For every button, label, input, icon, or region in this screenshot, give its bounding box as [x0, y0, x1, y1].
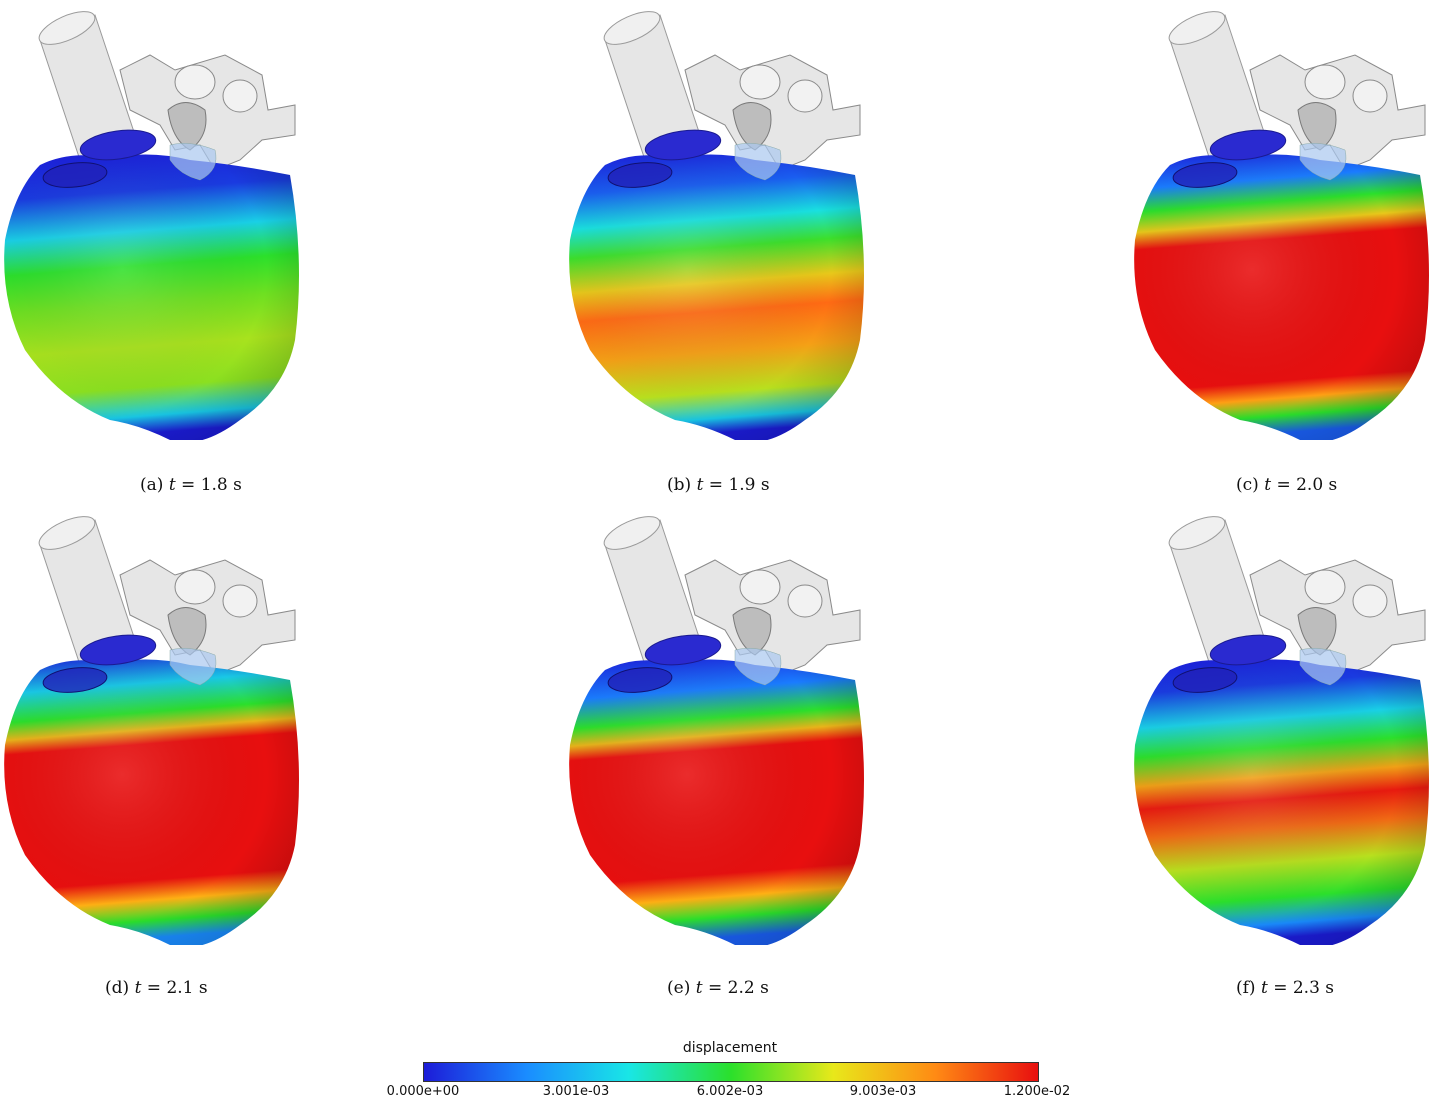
- vessel-fold: [1297, 102, 1337, 151]
- aorta-opening: [603, 516, 661, 550]
- aorta-opening: [1168, 516, 1226, 550]
- caption-value: = 2.1 s: [141, 978, 208, 998]
- vessel-fold: [1297, 607, 1337, 656]
- valve-disc: [79, 129, 157, 161]
- caption-variable: t: [168, 475, 176, 495]
- aorta-opening: [603, 11, 661, 45]
- heart-render: [569, 11, 864, 440]
- outflow-tract: [169, 143, 217, 181]
- vessel-fold: [167, 102, 207, 151]
- heart-panel-a: [0, 0, 300, 460]
- caption-label: (c): [1236, 475, 1265, 495]
- panel-caption: (f) t = 2.3 s: [1236, 978, 1334, 998]
- vessel-ring-1: [1304, 569, 1346, 605]
- caption-value: = 2.3 s: [1267, 978, 1335, 998]
- heart-shading: [1134, 154, 1429, 440]
- heart-render: [569, 516, 864, 945]
- panel-caption: (a) t = 1.8 s: [140, 475, 242, 495]
- colorbar: displacement 0.000e+00 3.001e-03 6.002e-…: [380, 1040, 1080, 1102]
- caption-value: = 2.2 s: [702, 978, 769, 998]
- vessel-ring-2: [1352, 79, 1388, 113]
- caption-value: = 1.9 s: [703, 475, 770, 495]
- heart-render: [4, 516, 299, 945]
- valve-rim: [1172, 667, 1238, 693]
- heart-panel-e: [565, 505, 865, 965]
- caption-value: = 1.8 s: [175, 475, 242, 495]
- outflow-tract: [734, 143, 782, 181]
- caption-label: (a): [140, 475, 169, 495]
- vessel-ring-2: [787, 79, 823, 113]
- valve-disc: [1209, 129, 1287, 161]
- valve-rim: [1172, 162, 1238, 188]
- panel-caption: (b) t = 1.9 s: [667, 475, 770, 495]
- heart-render: [4, 11, 299, 440]
- caption-variable: t: [134, 978, 142, 998]
- valve-disc: [79, 634, 157, 666]
- heart-panel-b: [565, 0, 865, 460]
- caption-label: (b): [667, 475, 697, 495]
- panel-caption: (e) t = 2.2 s: [667, 978, 769, 998]
- vessel-fold: [732, 102, 772, 151]
- vessel-ring-1: [1304, 64, 1346, 100]
- heart-shading: [4, 154, 299, 440]
- valve-disc: [644, 129, 722, 161]
- caption-label: (d): [105, 978, 135, 998]
- aorta-opening: [1168, 11, 1226, 45]
- vessel-ring-2: [1352, 584, 1388, 618]
- vessel-ring-1: [739, 64, 781, 100]
- caption-variable: t: [695, 978, 703, 998]
- colorbar-tick-1: 3.001e-03: [542, 1084, 610, 1099]
- vessel-fold: [732, 607, 772, 656]
- aorta-opening: [38, 516, 96, 550]
- outflow-tract: [1299, 648, 1347, 686]
- valve-rim: [607, 667, 673, 693]
- heart-panel-f: [1130, 505, 1429, 965]
- colorbar-tick-3: 9.003e-03: [849, 1084, 917, 1099]
- colorbar-gradient: [423, 1062, 1039, 1082]
- heart-shading: [4, 659, 299, 945]
- vessel-ring-2: [222, 584, 258, 618]
- caption-variable: t: [696, 475, 704, 495]
- valve-disc: [644, 634, 722, 666]
- panel-caption: (d) t = 2.1 s: [105, 978, 208, 998]
- heart-shading: [1134, 659, 1429, 945]
- colorbar-tick-0: 0.000e+00: [386, 1084, 460, 1099]
- vessel-ring-2: [222, 79, 258, 113]
- vessel-ring-1: [174, 569, 216, 605]
- colorbar-title: displacement: [682, 1040, 778, 1056]
- vessel-ring-2: [787, 584, 823, 618]
- valve-rim: [607, 162, 673, 188]
- heart-shading: [569, 154, 864, 440]
- vessel-ring-1: [739, 569, 781, 605]
- heart-panel-c: [1130, 0, 1429, 460]
- colorbar-tick-4: 1.200e-02: [1003, 1084, 1071, 1099]
- vessel-ring-1: [174, 64, 216, 100]
- heart-shading: [569, 659, 864, 945]
- outflow-tract: [734, 648, 782, 686]
- heart-render: [1134, 516, 1429, 945]
- caption-variable: t: [1260, 978, 1268, 998]
- vessel-fold: [167, 607, 207, 656]
- aorta-opening: [38, 11, 96, 45]
- caption-variable: t: [1264, 475, 1272, 495]
- valve-rim: [42, 667, 108, 693]
- caption-label: (e): [667, 978, 696, 998]
- heart-panel-d: [0, 505, 300, 965]
- outflow-tract: [1299, 143, 1347, 181]
- valve-disc: [1209, 634, 1287, 666]
- caption-value: = 2.0 s: [1271, 475, 1338, 495]
- caption-label: (f): [1236, 978, 1261, 998]
- heart-render: [1134, 11, 1429, 440]
- panel-caption: (c) t = 2.0 s: [1236, 475, 1337, 495]
- valve-rim: [42, 162, 108, 188]
- colorbar-tick-2: 6.002e-03: [696, 1084, 764, 1099]
- outflow-tract: [169, 648, 217, 686]
